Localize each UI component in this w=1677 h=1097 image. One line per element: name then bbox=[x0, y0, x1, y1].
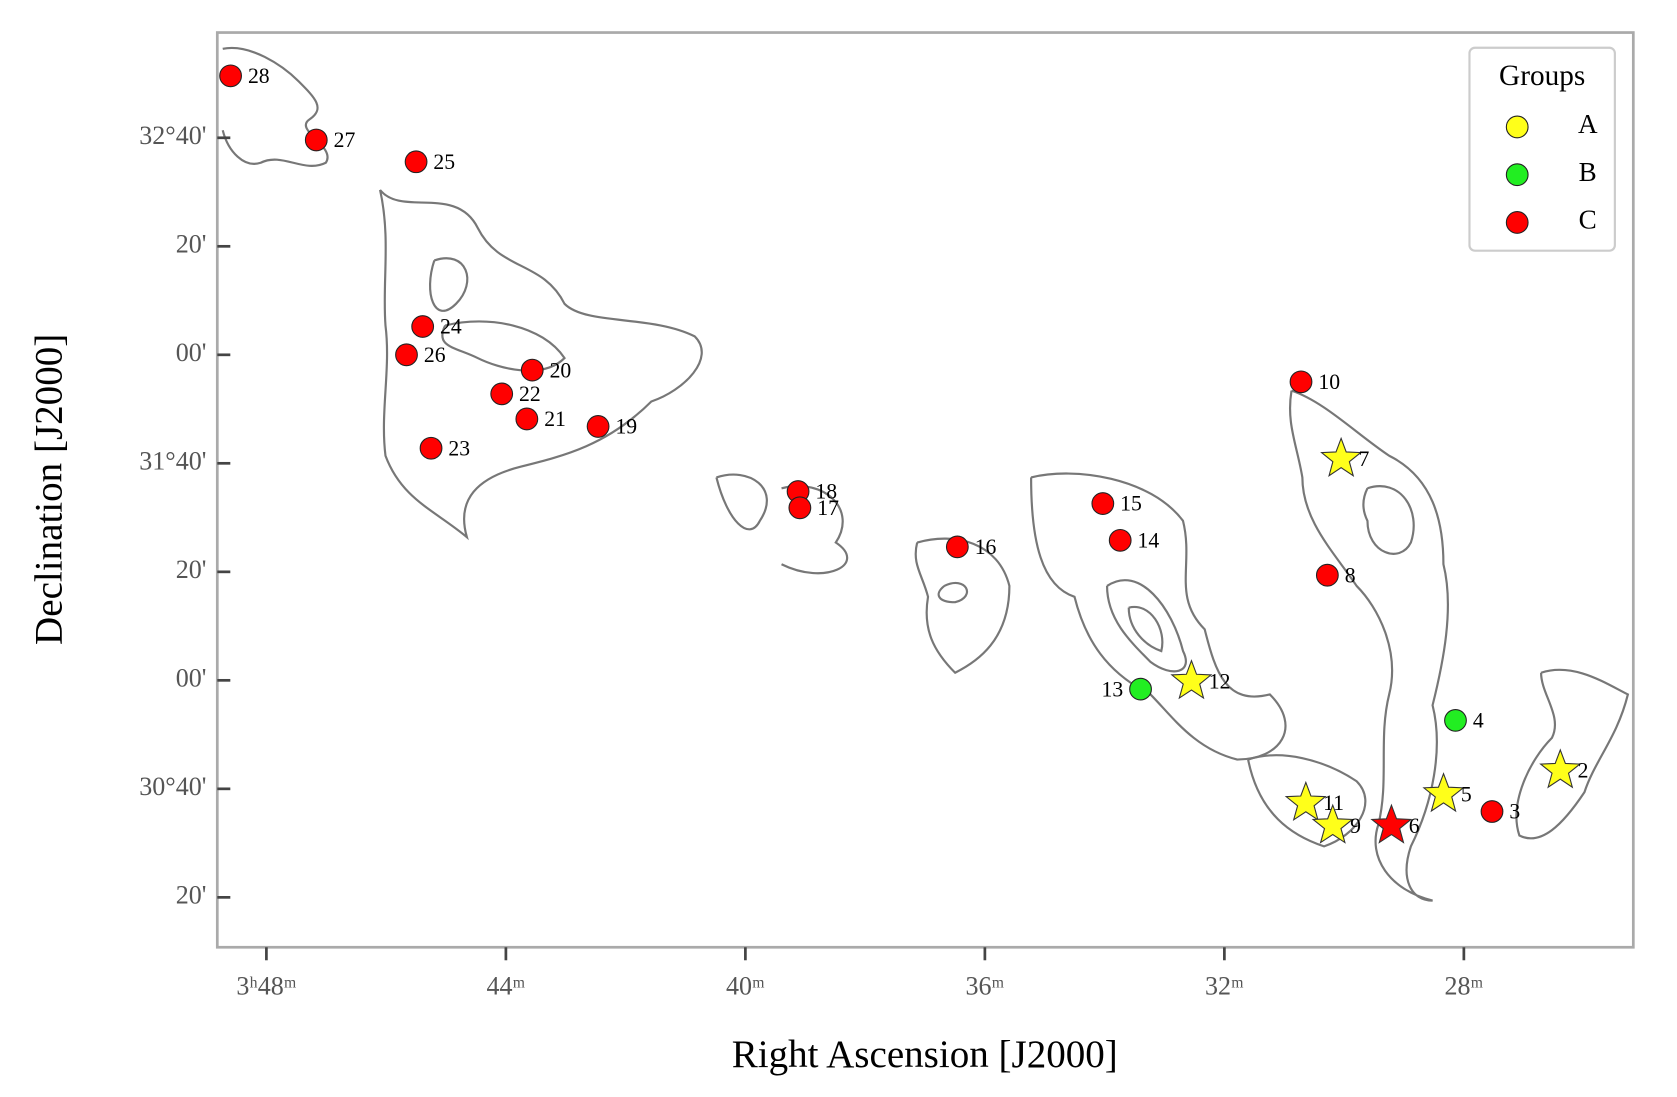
point-label: 15 bbox=[1120, 492, 1142, 516]
legend-title: Groups bbox=[1499, 60, 1585, 92]
point-label: 27 bbox=[334, 128, 356, 152]
star-marker bbox=[1370, 803, 1413, 844]
point-label: 2 bbox=[1578, 759, 1589, 783]
point-label: 8 bbox=[1345, 563, 1356, 587]
circle-marker bbox=[520, 358, 544, 382]
y-tick-label: 20' bbox=[176, 229, 207, 258]
point-label: 26 bbox=[424, 343, 446, 367]
point-label: 11 bbox=[1323, 791, 1344, 815]
point-label: 9 bbox=[1350, 814, 1361, 838]
legend-marker bbox=[1505, 211, 1529, 234]
circle-marker bbox=[1289, 370, 1313, 394]
circle-marker bbox=[404, 150, 428, 174]
point-label: 4 bbox=[1473, 709, 1484, 733]
x-tick-label: 28ᵐ bbox=[1444, 971, 1483, 1000]
x-axis-label: Right Ascension [J2000] bbox=[732, 1033, 1118, 1076]
y-tick-label: 20' bbox=[176, 880, 207, 909]
point-label: 23 bbox=[448, 436, 470, 460]
circle-marker bbox=[586, 415, 610, 438]
circle-marker bbox=[219, 64, 242, 88]
circle-marker bbox=[788, 496, 812, 520]
y-tick-label: 20' bbox=[176, 555, 207, 584]
star-marker bbox=[1422, 772, 1465, 813]
star-marker bbox=[1320, 436, 1363, 477]
circle-marker bbox=[490, 382, 514, 406]
circle-marker bbox=[1091, 492, 1115, 515]
circle-marker bbox=[411, 315, 435, 338]
circle-marker bbox=[419, 436, 443, 460]
star-marker bbox=[1539, 748, 1582, 789]
point-label: 7 bbox=[1358, 447, 1369, 471]
plot-frame bbox=[215, 31, 1635, 949]
legend: Groups ABC bbox=[1468, 46, 1616, 252]
point-label: 10 bbox=[1318, 370, 1340, 394]
legend-label: A bbox=[1578, 109, 1598, 139]
point-label: 25 bbox=[433, 150, 455, 174]
y-tick-label: 30°40' bbox=[139, 772, 206, 801]
x-tick-label: 32ᵐ bbox=[1205, 971, 1244, 1000]
x-tick-label: 44ᵐ bbox=[487, 971, 526, 1000]
y-axis-label: Declination [J2000] bbox=[27, 334, 70, 645]
circle-marker bbox=[395, 343, 418, 367]
legend-label: B bbox=[1579, 157, 1597, 187]
point-label: 6 bbox=[1409, 814, 1420, 838]
point-label: 21 bbox=[544, 407, 566, 431]
point-label: 28 bbox=[248, 64, 270, 88]
circle-marker bbox=[945, 535, 969, 559]
star-marker bbox=[1170, 659, 1213, 700]
y-tick-label: 31°40' bbox=[139, 446, 206, 475]
point-label: 17 bbox=[817, 496, 839, 520]
legend-marker bbox=[1505, 115, 1529, 139]
y-tick-label: 00' bbox=[176, 663, 207, 692]
circle-marker bbox=[1444, 708, 1467, 732]
x-tick-label: 3ʰ48ᵐ bbox=[236, 971, 296, 1000]
legend-label: C bbox=[1579, 205, 1597, 235]
y-tick-label: 32°40' bbox=[139, 121, 206, 150]
circle-marker bbox=[1129, 677, 1152, 701]
legend-marker bbox=[1505, 163, 1529, 187]
point-label: 5 bbox=[1461, 782, 1472, 806]
point-label: 20 bbox=[550, 358, 572, 382]
point-label: 13 bbox=[1102, 677, 1124, 701]
circle-marker bbox=[1480, 800, 1504, 823]
x-tick-label: 40ᵐ bbox=[726, 971, 765, 1000]
point-label: 16 bbox=[975, 535, 997, 559]
star-marker bbox=[1284, 780, 1327, 822]
point-label: 12 bbox=[1209, 669, 1231, 693]
point-label: 24 bbox=[440, 315, 462, 339]
circle-marker bbox=[515, 407, 539, 431]
point-label: 3 bbox=[1509, 800, 1520, 824]
y-tick-label: 00' bbox=[176, 338, 207, 367]
circle-marker bbox=[304, 128, 328, 152]
circle-marker bbox=[1315, 563, 1339, 587]
point-label: 22 bbox=[519, 382, 541, 406]
circle-marker bbox=[1108, 528, 1132, 552]
legend-box bbox=[1468, 46, 1616, 252]
contours bbox=[221, 46, 1630, 902]
point-label: 18 bbox=[815, 480, 837, 504]
point-label: 19 bbox=[615, 415, 637, 439]
x-tick-label: 36ᵐ bbox=[965, 971, 1004, 1000]
point-label: 14 bbox=[1138, 529, 1160, 553]
star-marker bbox=[1311, 803, 1354, 844]
